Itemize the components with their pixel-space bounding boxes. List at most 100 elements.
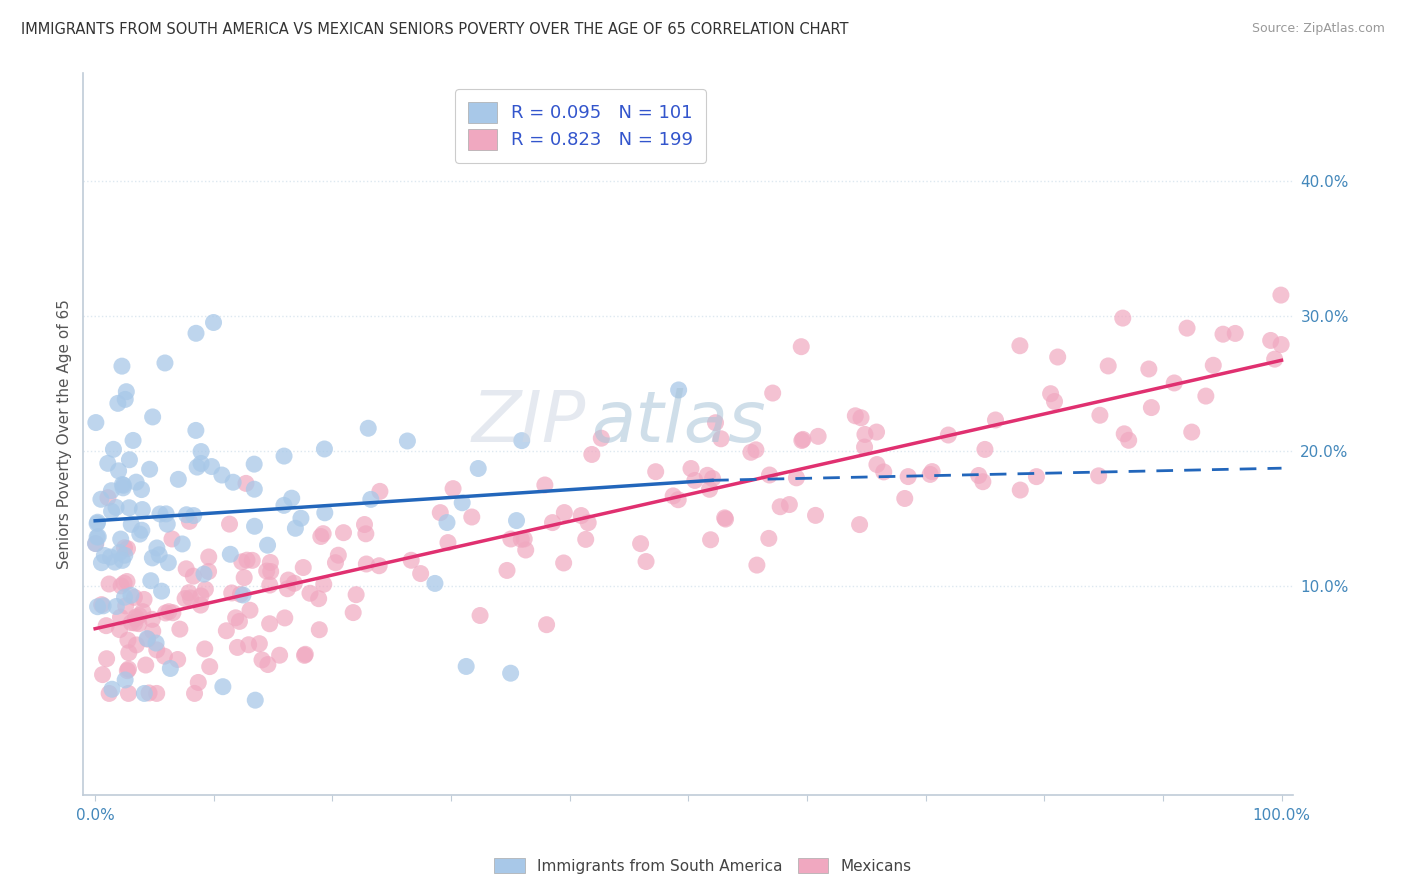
Point [936,428,959,442]
Point [679,461,702,475]
Point [105,500,128,515]
Point [232,588,254,602]
Point [145,643,167,657]
Point [259,556,281,570]
Point [1097,359,1119,373]
Point [167,472,190,486]
Point [125,610,148,624]
Point [461,510,484,524]
Point [100,504,122,518]
Point [277,573,299,587]
Point [804,508,827,523]
Point [314,442,336,456]
Point [409,566,432,581]
Point [356,557,378,571]
Point [114,541,136,555]
Point [118,500,141,515]
Point [212,680,235,694]
Point [160,532,183,546]
Point [229,587,252,601]
Point [308,623,330,637]
Point [125,475,148,490]
Point [256,564,278,578]
Point [145,686,167,700]
Point [141,550,163,565]
Point [86,599,108,614]
Point [496,564,519,578]
Point [328,548,350,562]
Point [112,576,135,591]
Point [103,442,125,457]
Point [974,442,997,457]
Point [86,516,108,531]
Point [111,553,134,567]
Point [128,608,150,623]
Point [194,642,217,657]
Point [183,686,205,700]
Point [257,657,280,672]
Point [972,475,994,489]
Point [1202,359,1225,373]
Point [1043,394,1066,409]
Point [112,478,135,492]
Point [745,442,768,457]
Point [699,533,721,547]
Point [114,673,136,687]
Point [1163,376,1185,390]
Point [201,459,224,474]
Point [86,515,108,529]
Point [86,530,108,544]
Point [96,651,118,665]
Point [1088,409,1111,423]
Point [1212,327,1234,342]
Point [284,521,307,535]
Point [177,585,200,599]
Point [1010,483,1032,497]
Point [280,491,302,506]
Point [683,474,706,488]
Point [111,477,134,491]
Point [553,556,575,570]
Point [193,567,215,582]
Point [145,636,167,650]
Text: atlas: atlas [592,388,766,458]
Point [231,555,253,569]
Point [536,617,558,632]
Point [84,536,107,550]
Point [149,507,172,521]
Point [87,530,110,544]
Point [893,491,915,506]
Point [298,586,321,600]
Point [1270,288,1292,302]
Point [1008,339,1031,353]
Point [218,517,240,532]
Point [294,648,316,662]
Point [967,468,990,483]
Point [186,460,208,475]
Point [702,471,724,485]
Point [98,577,121,591]
Point [236,553,259,567]
Point [139,574,162,588]
Point [197,549,219,564]
Point [172,537,194,551]
Point [984,413,1007,427]
Point [1195,389,1218,403]
Point [309,529,332,543]
Point [696,468,718,483]
Point [575,533,598,547]
Point [125,638,148,652]
Point [84,416,107,430]
Point [745,558,768,573]
Point [202,316,225,330]
Point [368,484,391,499]
Point [240,553,263,567]
Point [183,569,205,583]
Point [785,471,807,485]
Point [668,383,690,397]
Point [243,457,266,471]
Point [197,565,219,579]
Point [312,526,335,541]
Point [1225,326,1247,341]
Point [111,359,134,373]
